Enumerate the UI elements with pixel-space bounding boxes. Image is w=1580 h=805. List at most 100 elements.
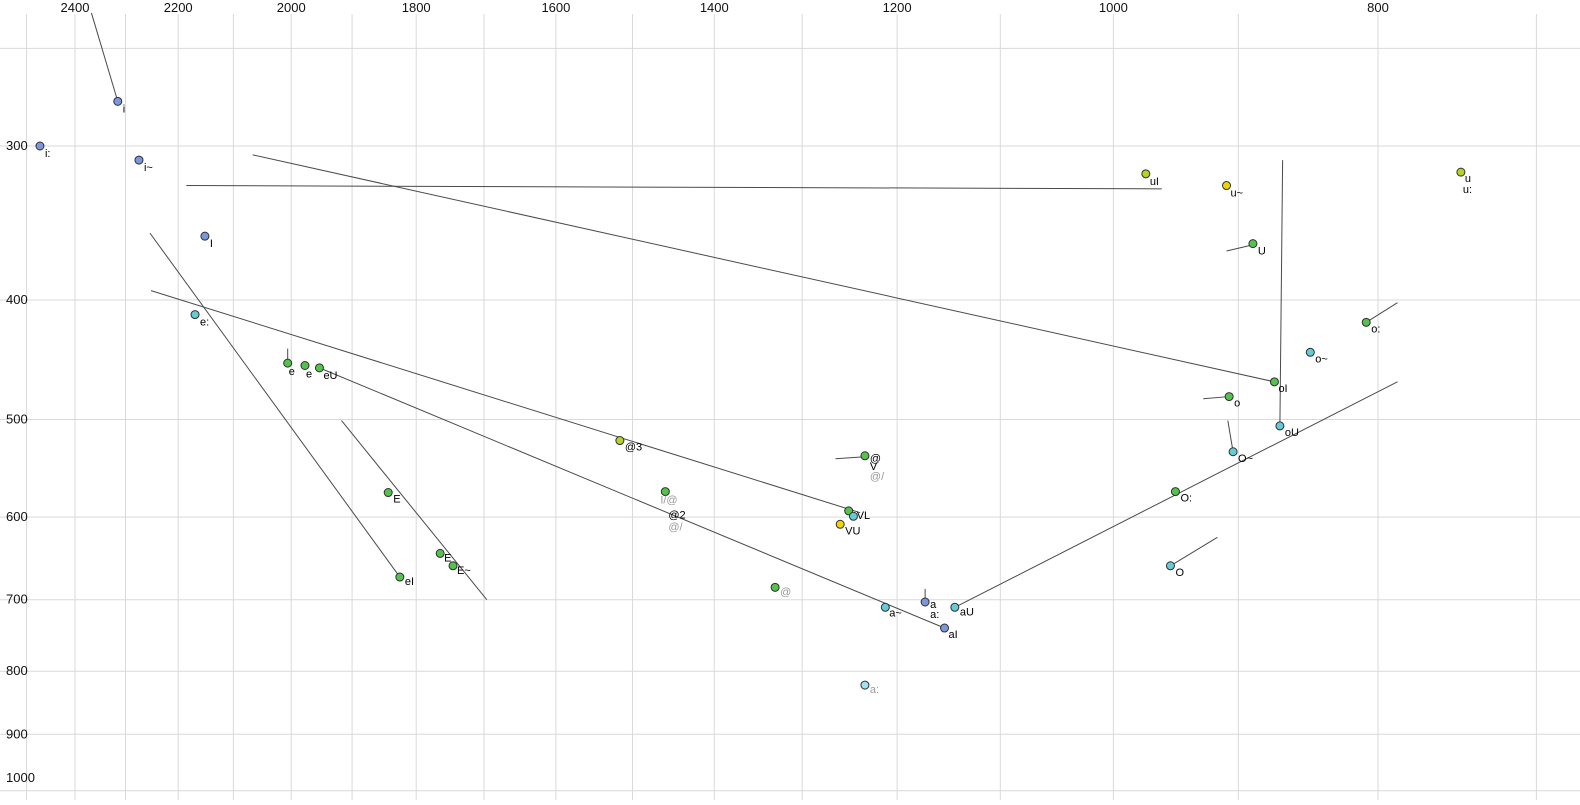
data-point [1170,487,1180,497]
point-label: oI [1278,383,1287,395]
point-label: V [870,461,878,473]
point-label: a: [930,609,939,621]
point-label: o: [1371,323,1380,335]
point-label: u: [1463,184,1472,196]
data-point [1222,181,1232,191]
point-label: i [123,103,125,115]
point-label: VL [857,510,870,522]
point-label: VU [845,525,860,537]
point-label: O [1175,567,1184,579]
data-point [860,451,870,461]
point-label: a [930,599,937,611]
point-label: u [1465,173,1471,185]
trajectory-line [319,367,945,629]
data-point [134,155,144,165]
point-label: i: [45,148,51,160]
data-point [35,141,45,151]
point-label: @/ [668,522,683,534]
trajectory-line [150,290,861,514]
point-label: e: [200,317,209,329]
data-point [950,602,960,612]
y-axis-tick-label: 600 [6,509,28,524]
point-label: uI [1150,176,1159,188]
data-point [920,597,930,607]
point-label: I [210,238,213,250]
point-label: o [1234,398,1240,410]
data-point [770,582,780,592]
data-point [448,561,458,571]
point-label: o~ [1315,353,1328,365]
trajectory-line [341,420,488,601]
y-axis-tick-label: 300 [6,138,28,153]
data-point [190,310,200,320]
data-point [1224,392,1234,402]
x-axis-tick-label: 1800 [402,0,431,15]
x-axis-tick-label: 800 [1367,0,1389,15]
data-point [300,360,310,370]
point-label: @ [780,586,791,598]
data-point [113,96,123,106]
trajectory-line [835,456,865,460]
data-point [848,511,858,521]
point-label: O~ [1238,453,1253,465]
data-point [860,680,870,690]
x-axis-tick-label: 1600 [541,0,570,15]
trajectory-line [149,232,401,578]
x-axis-tick-label: 1000 [1099,0,1128,15]
point-label: E [444,552,451,564]
point-label: u~ [1231,188,1244,200]
data-point [395,572,405,582]
data-point [660,487,670,497]
data-point [1141,169,1151,179]
point-label: @ [870,453,881,465]
point-label: @2 [668,510,685,522]
point-label: E [393,494,400,506]
data-point [1275,421,1285,431]
trajectory-line [1365,302,1398,323]
y-axis-tick-label: 700 [6,592,28,607]
trajectory-line [1170,536,1218,567]
x-axis-tick-label: 2400 [61,0,90,15]
point-label: U [1258,246,1266,258]
data-point [1456,167,1466,177]
trajectory-line [252,154,1275,383]
point-label: aI [949,629,958,641]
trajectory-line [1227,420,1234,452]
trajectory-line [1226,244,1252,252]
data-point [615,436,625,446]
trajectory-line [1279,160,1284,426]
point-label: e [306,368,312,380]
data-point [1361,317,1371,327]
data-point [1165,561,1175,571]
point-label: eU [323,370,337,382]
trajectory-line [90,12,119,102]
point-label: @/ [870,471,885,483]
point-label: @3 [625,442,642,454]
data-point [314,363,324,373]
point-label: aU [960,606,974,618]
point-label: O: [1180,493,1192,505]
data-point [1269,377,1279,387]
x-axis-tick-label: 2000 [277,0,306,15]
y-axis-tick-label: 500 [6,412,28,427]
data-point [1248,239,1258,249]
point-label: i~ [144,162,153,174]
y-axis-tick-label: 1000 [6,770,35,785]
trajectory-line [186,185,1162,190]
data-point [880,602,890,612]
data-point [1305,347,1315,357]
point-label: eI [405,576,414,588]
data-point [435,548,445,558]
data-point [835,519,845,529]
y-axis-tick-label: 800 [6,663,28,678]
point-label: a: [870,684,879,696]
point-label: a~ [889,607,902,619]
data-point [1228,447,1238,457]
y-axis-tick-label: 900 [6,726,28,741]
data-point [383,488,393,498]
point-label: E~ [457,565,471,577]
point-label: e [289,366,295,378]
